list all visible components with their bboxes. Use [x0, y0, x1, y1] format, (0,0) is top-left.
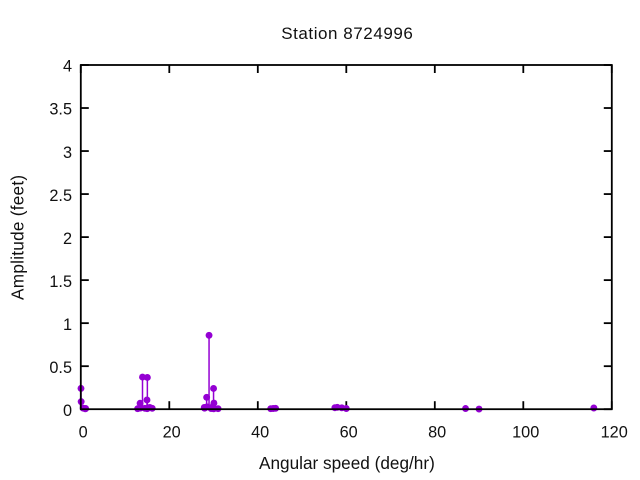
svg-text:3.5: 3.5 — [49, 101, 72, 119]
svg-text:120: 120 — [601, 424, 628, 442]
svg-text:2: 2 — [63, 230, 72, 248]
svg-text:60: 60 — [340, 424, 358, 442]
svg-text:1: 1 — [63, 316, 72, 334]
svg-text:Station 8724996: Station 8724996 — [281, 24, 413, 43]
svg-text:0: 0 — [63, 402, 72, 420]
svg-text:3: 3 — [63, 144, 72, 162]
svg-text:1.5: 1.5 — [49, 273, 72, 291]
svg-text:20: 20 — [163, 424, 181, 442]
svg-text:4: 4 — [63, 58, 72, 76]
svg-text:Angular speed (deg/hr): Angular speed (deg/hr) — [259, 453, 435, 473]
svg-text:40: 40 — [251, 424, 269, 442]
svg-text:0: 0 — [79, 424, 88, 442]
svg-text:Amplitude (feet): Amplitude (feet) — [7, 175, 27, 300]
svg-text:2.5: 2.5 — [49, 187, 72, 205]
svg-text:0.5: 0.5 — [49, 359, 72, 377]
svg-text:100: 100 — [512, 424, 539, 442]
svg-text:80: 80 — [428, 424, 446, 442]
